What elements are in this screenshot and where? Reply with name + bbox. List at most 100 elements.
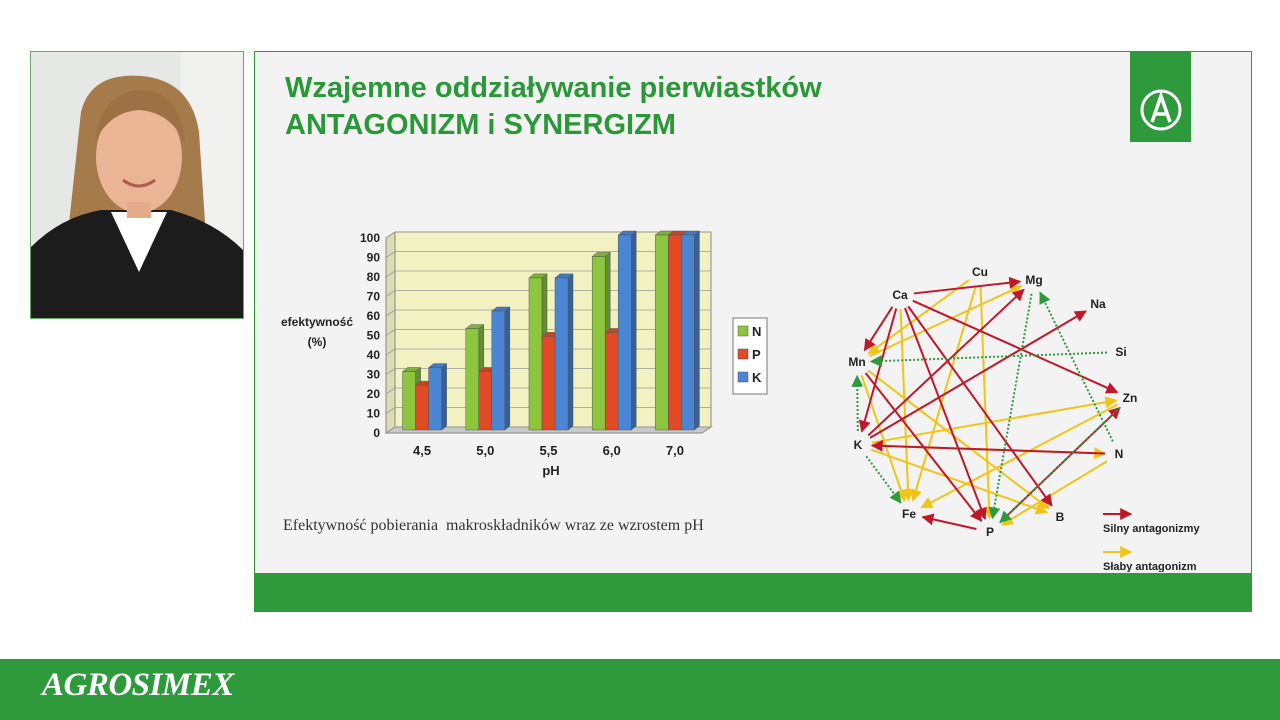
synergism-arrow-Mg-P — [988, 293, 1033, 520]
element-node-P: P — [986, 525, 994, 539]
bar-N-5,5 — [528, 277, 543, 431]
strong-antagonism-arrow-Ca-B — [907, 305, 1053, 507]
element-node-K: K — [854, 438, 863, 452]
bar-K-5,0 — [491, 310, 506, 431]
slide-title-line1: Wzajemne oddziaływanie pierwiastków — [285, 72, 822, 104]
legend-label: N — [752, 324, 761, 339]
bar-N-6,0 — [591, 256, 606, 431]
element-node-Cu: Cu — [972, 265, 988, 279]
slide-title-line2: ANTAGONIZM i SYNERGIZM — [285, 109, 676, 141]
grid-line-side — [385, 270, 396, 278]
element-node-Si: Si — [1115, 345, 1126, 359]
element-node-Na: Na — [1090, 297, 1106, 311]
bar-chart: efektywność (%) pH 0 10 20 30 40 50 60 70 80 90 10… — [281, 230, 768, 478]
grid-line-side — [385, 329, 396, 336]
weak-antagonism-arrow-Mn-Mg — [869, 284, 1023, 358]
y-tick-label: 40 — [367, 348, 381, 362]
legend-label: K — [752, 370, 762, 385]
y-tick-label: 20 — [367, 387, 381, 401]
y-tick-label: 100 — [360, 231, 380, 245]
strong-antagonism-arrow-N-K — [870, 439, 1106, 455]
synergism-arrow-Si-Mn — [869, 351, 1108, 368]
legend-swatch — [737, 371, 749, 383]
strong-antagonism-arrow-K-Na — [869, 310, 1087, 439]
bar-side — [504, 306, 511, 431]
strong-antagonism-arrow-Ca-Mn — [863, 306, 894, 352]
legend-label: P — [752, 347, 761, 362]
interaction-diagram: Cu Mg Ca Na Si Mn Zn K N Fe B P Silny antagonizmy Sł… — [848, 265, 1200, 572]
x-axis-label: pH — [542, 463, 559, 478]
element-node-Ca: Ca — [892, 288, 908, 302]
grid-line-side — [385, 426, 396, 434]
bar-P-5,0 — [478, 371, 493, 431]
presentation-slide: Wzajemne oddziaływanie pierwiastków ANTA… — [254, 51, 1252, 612]
strong-antagonism-arrow-K-Mg — [867, 288, 1025, 437]
element-node-Fe: Fe — [902, 507, 916, 521]
bar-side — [694, 230, 700, 431]
bar-N-5,0 — [465, 328, 480, 431]
x-tick-label: 4,5 — [413, 443, 431, 458]
bar-P-6,0 — [604, 332, 619, 431]
synergism-arrow-K-Mn — [851, 374, 864, 432]
y-tick-label: 80 — [367, 270, 381, 284]
weak-antagonism-arrow-K-Zn — [871, 396, 1118, 444]
grid-line-side — [385, 290, 396, 297]
grid-line-side — [385, 387, 396, 395]
bar-side — [441, 363, 447, 431]
y-axis-label-line2: (%) — [308, 335, 327, 349]
bar-P-5,5 — [541, 336, 556, 431]
slide-logo — [1130, 52, 1191, 142]
x-tick-label: 6,0 — [603, 443, 621, 458]
synergism-arrow-K-Fe — [865, 455, 902, 504]
bar-K-6,0 — [617, 234, 632, 431]
brand-logo: AGROSIMEX — [42, 667, 234, 703]
slide-title: Wzajemne oddziaływanie pierwiastków ANTA… — [285, 70, 822, 144]
strong-antagonism-arrow-Ca-K — [858, 308, 898, 433]
weak-antagonism-arrow-Cu-Mn — [867, 279, 970, 355]
x-tick-label: 5,0 — [476, 443, 494, 458]
y-tick-label: 50 — [367, 329, 381, 343]
y-tick-label: 90 — [367, 251, 381, 265]
weak-antagonism-arrow-K-B — [870, 448, 1048, 515]
x-tick-label: 5,5 — [539, 443, 557, 458]
grid-line-side — [385, 407, 396, 414]
brand-bar — [0, 659, 1280, 720]
element-node-B: B — [1056, 510, 1065, 524]
y-axis-label-line1: efektywność — [281, 315, 353, 329]
bar-P-4,5 — [415, 384, 429, 431]
strong-antagonism-arrow-Ca-Mg — [913, 276, 1022, 295]
synergism-arrow-N-Mg — [1039, 291, 1114, 442]
weak-antagonism-arrow-Mn-Fe — [860, 374, 907, 502]
weak-antagonism-arrow-Cu-P — [979, 285, 996, 520]
bar-N-4,5 — [402, 371, 416, 431]
weak-antagonism-arrow-N-P — [1000, 460, 1108, 526]
strong-antagonism-arrow-Ca-P — [904, 307, 987, 521]
chart-caption: Efektywność pobierania makroskładników w… — [283, 517, 704, 534]
bar-K-7,0 — [681, 234, 695, 431]
y-tick-label: 10 — [367, 407, 381, 421]
bar-side — [630, 230, 637, 431]
y-tick-label: 30 — [367, 368, 381, 382]
weak-antagonism-arrow-Cu-Fe — [910, 285, 978, 502]
legend-text: Silny antagonizmy — [1103, 523, 1200, 535]
weak-antagonism-arrow-Mn-B — [867, 369, 1050, 510]
weak-antagonism-arrow-Zn-Fe — [920, 403, 1119, 509]
y-tick-label: 70 — [367, 290, 381, 304]
element-node-Mg: Mg — [1025, 273, 1042, 287]
grid-line-side — [385, 348, 396, 356]
legend-swatch — [737, 348, 749, 360]
grid-line-side — [385, 368, 396, 375]
slide-footer-bar — [255, 573, 1251, 611]
bar-K-5,5 — [554, 277, 569, 431]
legend-swatch — [737, 325, 749, 337]
element-node-N: N — [1115, 447, 1124, 461]
bar-side — [567, 273, 574, 431]
element-node-Mn: Mn — [848, 355, 865, 369]
grid-line-side — [385, 309, 396, 317]
presenter-video-frame — [31, 52, 243, 318]
y-tick-label: 60 — [367, 309, 381, 323]
strong-antagonism-arrow-P-Fe — [921, 513, 977, 530]
bar-K-4,5 — [428, 367, 442, 431]
strong-antagonism-arrow-Mn-P — [864, 372, 983, 522]
grid-line-side — [385, 231, 396, 239]
